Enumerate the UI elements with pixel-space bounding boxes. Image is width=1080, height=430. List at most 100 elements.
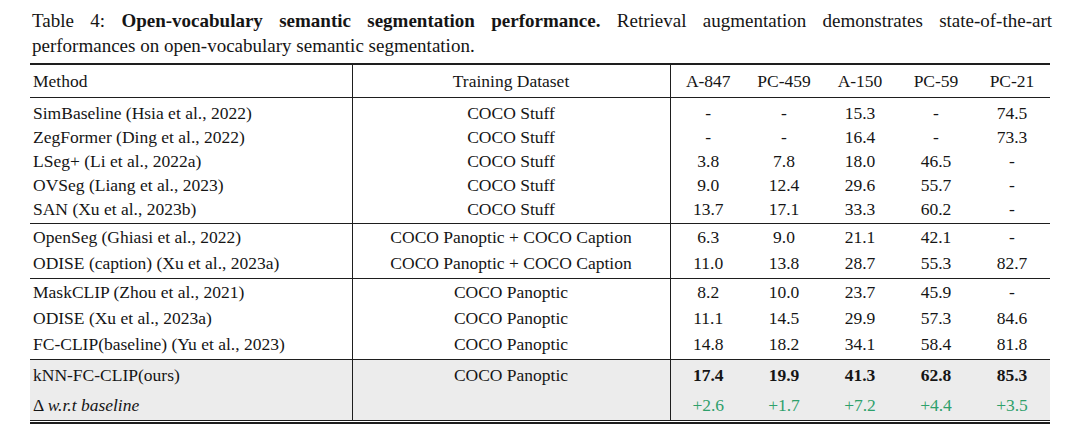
score-cell: 19.9	[746, 360, 822, 391]
score-cell: -	[974, 149, 1050, 173]
table-row: ODISE (Xu et al., 2023a) COCO Panoptic 1…	[30, 305, 1050, 331]
score-cell: 45.9	[898, 279, 974, 306]
score-cell: 28.7	[822, 250, 898, 279]
score-cell: 46.5	[898, 149, 974, 173]
score-cell: 82.7	[974, 250, 1050, 279]
method-cell: LSeg+ (Li et al., 2022a)	[30, 149, 352, 173]
dataset-cell: COCO Panoptic	[352, 305, 670, 331]
score-cell: 10.0	[746, 279, 822, 306]
method-cell: ODISE (caption) (Xu et al., 2023a)	[30, 250, 352, 279]
score-cell: -	[746, 125, 822, 149]
score-cell: 9.0	[746, 224, 822, 251]
score-cell: 17.4	[670, 360, 746, 391]
score-cell: -	[974, 173, 1050, 197]
col-header-pc59: PC-59	[898, 64, 974, 98]
ours-row: kNN-FC-CLIP(ours) COCO Panoptic 17.4 19.…	[30, 360, 1050, 391]
dataset-cell: COCO Stuff	[352, 98, 670, 126]
score-cell: 55.7	[898, 173, 974, 197]
delta-cell: +4.4	[898, 390, 974, 421]
score-cell: 7.8	[746, 149, 822, 173]
col-header-a150: A-150	[822, 64, 898, 98]
dataset-cell: COCO Panoptic	[352, 279, 670, 306]
score-cell: -	[974, 224, 1050, 251]
score-cell: 8.2	[670, 279, 746, 306]
dataset-cell: COCO Stuff	[352, 173, 670, 197]
delta-cell: +3.5	[974, 390, 1050, 421]
score-cell: 33.3	[822, 197, 898, 224]
method-cell: kNN-FC-CLIP(ours)	[30, 360, 352, 391]
col-header-dataset: Training Dataset	[352, 64, 670, 98]
score-cell: -	[898, 98, 974, 126]
table-header: Method Training Dataset A-847 PC-459 A-1…	[30, 64, 1050, 98]
dataset-cell: COCO Panoptic + COCO Caption	[352, 224, 670, 251]
score-cell: 3.8	[670, 149, 746, 173]
caption-title: Open-vocabulary semantic segmentation pe…	[121, 10, 600, 31]
score-cell: -	[974, 279, 1050, 306]
score-cell: 73.3	[974, 125, 1050, 149]
score-cell: 85.3	[974, 360, 1050, 391]
method-cell: SAN (Xu et al., 2023b)	[30, 197, 352, 224]
col-header-pc21: PC-21	[974, 64, 1050, 98]
dataset-cell: COCO Stuff	[352, 197, 670, 224]
score-cell: 11.1	[670, 305, 746, 331]
group-coco-panoptic: MaskCLIP (Zhou et al., 2021) COCO Panopt…	[30, 279, 1050, 360]
score-cell: 18.0	[822, 149, 898, 173]
score-cell: 81.8	[974, 331, 1050, 360]
score-cell: 23.7	[822, 279, 898, 306]
method-cell: OVSeg (Liang et al., 2023)	[30, 173, 352, 197]
caption-label: Table 4:	[32, 10, 105, 31]
score-cell: 9.0	[670, 173, 746, 197]
method-cell: ZegFormer (Ding et al., 2022)	[30, 125, 352, 149]
col-header-method: Method	[30, 64, 352, 98]
header-row: Method Training Dataset A-847 PC-459 A-1…	[30, 64, 1050, 98]
score-cell: -	[670, 98, 746, 126]
method-cell: FC-CLIP(baseline) (Yu et al., 2023)	[30, 331, 352, 360]
table-row: FC-CLIP(baseline) (Yu et al., 2023) COCO…	[30, 331, 1050, 360]
dataset-cell: COCO Panoptic	[352, 331, 670, 360]
score-cell: 29.6	[822, 173, 898, 197]
delta-cell: +1.7	[746, 390, 822, 421]
group-ours-highlight: kNN-FC-CLIP(ours) COCO Panoptic 17.4 19.…	[30, 360, 1050, 421]
score-cell: -	[898, 125, 974, 149]
score-cell: 6.3	[670, 224, 746, 251]
table-row: SAN (Xu et al., 2023b) COCO Stuff 13.7 1…	[30, 197, 1050, 224]
group-coco-stuff: SimBaseline (Hsia et al., 2022) COCO Stu…	[30, 98, 1050, 224]
table-row: SimBaseline (Hsia et al., 2022) COCO Stu…	[30, 98, 1050, 126]
dataset-cell: COCO Stuff	[352, 125, 670, 149]
table-row: OVSeg (Liang et al., 2023) COCO Stuff 9.…	[30, 173, 1050, 197]
table-row: ODISE (caption) (Xu et al., 2023a) COCO …	[30, 250, 1050, 279]
score-cell: -	[974, 197, 1050, 224]
score-cell: 34.1	[822, 331, 898, 360]
delta-symbol: Δ	[33, 395, 43, 415]
score-cell: 74.5	[974, 98, 1050, 126]
table-bottom-rule	[30, 422, 1050, 424]
score-cell: 41.3	[822, 360, 898, 391]
score-cell: 11.0	[670, 250, 746, 279]
results-table: Method Training Dataset A-847 PC-459 A-1…	[30, 63, 1050, 421]
table-row: OpenSeg (Ghiasi et al., 2022) COCO Panop…	[30, 224, 1050, 251]
score-cell: 13.7	[670, 197, 746, 224]
score-cell: 15.3	[822, 98, 898, 126]
score-cell: 57.3	[898, 305, 974, 331]
score-cell: 16.4	[822, 125, 898, 149]
delta-label: w.r.t baseline	[48, 395, 140, 415]
method-cell: ODISE (Xu et al., 2023a)	[30, 305, 352, 331]
delta-cell: +2.6	[670, 390, 746, 421]
table-row: MaskCLIP (Zhou et al., 2021) COCO Panopt…	[30, 279, 1050, 306]
table-caption: Table 4: Open-vocabulary semantic segmen…	[32, 8, 1052, 58]
method-cell: Δ w.r.t baseline	[30, 390, 352, 421]
score-cell: -	[746, 98, 822, 126]
col-header-a847: A-847	[670, 64, 746, 98]
score-cell: -	[670, 125, 746, 149]
score-cell: 14.8	[670, 331, 746, 360]
dataset-cell: COCO Panoptic	[352, 360, 670, 391]
col-header-pc459: PC-459	[746, 64, 822, 98]
score-cell: 84.6	[974, 305, 1050, 331]
group-coco-panoptic-caption: OpenSeg (Ghiasi et al., 2022) COCO Panop…	[30, 224, 1050, 279]
score-cell: 60.2	[898, 197, 974, 224]
dataset-cell: COCO Panoptic + COCO Caption	[352, 250, 670, 279]
method-cell: MaskCLIP (Zhou et al., 2021)	[30, 279, 352, 306]
score-cell: 17.1	[746, 197, 822, 224]
score-cell: 12.4	[746, 173, 822, 197]
score-cell: 18.2	[746, 331, 822, 360]
